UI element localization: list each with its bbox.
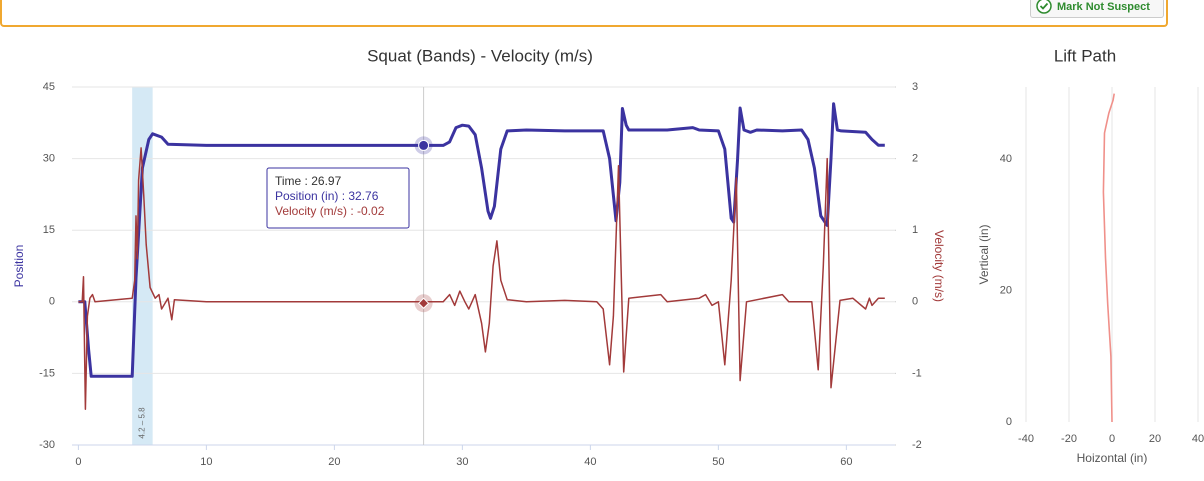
tooltip-row: Position (in) : 32.76 — [275, 189, 379, 203]
chart-title: Squat (Bands) - Velocity (m/s) — [367, 46, 593, 65]
y-tick-label: -15 — [39, 367, 55, 379]
plot-band-label: 4.2 – 5.8 — [138, 407, 147, 439]
y-axis-title: Vertical (in) — [977, 224, 991, 284]
y2-tick-label: -1 — [912, 367, 922, 379]
y2-tick-label: 3 — [912, 81, 918, 93]
y-tick-label: 0 — [49, 296, 55, 308]
y2-tick-label: 1 — [912, 224, 918, 236]
y-tick-label: 30 — [43, 153, 55, 165]
x-tick-label: 20 — [328, 456, 340, 468]
tooltip-box — [266, 167, 410, 229]
x-axis-title: Hoizontal (in) — [1077, 451, 1148, 465]
x-tick-label: 20 — [1149, 433, 1161, 445]
x-tick-label: 30 — [456, 456, 468, 468]
y-tick-label: 15 — [43, 224, 55, 236]
x-tick-label: -20 — [1061, 433, 1077, 445]
data-line — [78, 147, 885, 410]
x-tick-label: 50 — [712, 456, 724, 468]
y-tick-label: 45 — [43, 81, 55, 93]
plot-band — [132, 87, 153, 445]
y-tick-label: 0 — [1006, 416, 1012, 428]
data-line — [78, 102, 885, 378]
x-tick-label: 40 — [584, 456, 596, 468]
y2-tick-label: -2 — [912, 439, 922, 451]
y2-axis-title: Velocity (m/s) — [932, 230, 946, 302]
chart-title: Lift Path — [1054, 46, 1116, 65]
tooltip-time: Time : 26.97 — [275, 174, 342, 188]
x-tick-label: 40 — [1192, 433, 1204, 445]
x-tick-label: 0 — [1109, 433, 1115, 445]
x-tick-label: 60 — [840, 456, 852, 468]
alert-bar — [0, 0, 1168, 27]
data-line — [1102, 93, 1115, 423]
y-tick-label: 40 — [1000, 153, 1012, 165]
y-axis-title: Position — [12, 245, 26, 288]
x-tick-label: 0 — [75, 456, 81, 468]
check-icon — [1036, 0, 1052, 14]
hover-marker — [418, 139, 430, 151]
mark-not-suspect-button[interactable]: Mark Not Suspect — [1030, 0, 1164, 18]
x-tick-label: 10 — [200, 456, 212, 468]
y-tick-label: 20 — [1000, 285, 1012, 297]
y2-tick-label: 2 — [912, 153, 918, 165]
x-tick-label: -40 — [1018, 433, 1034, 445]
hover-marker — [417, 297, 430, 309]
tooltip-row: Velocity (m/s) : -0.02 — [275, 204, 385, 218]
y-tick-label: -30 — [39, 439, 55, 451]
y2-tick-label: 0 — [912, 296, 918, 308]
button-label: Mark Not Suspect — [1057, 1, 1150, 13]
